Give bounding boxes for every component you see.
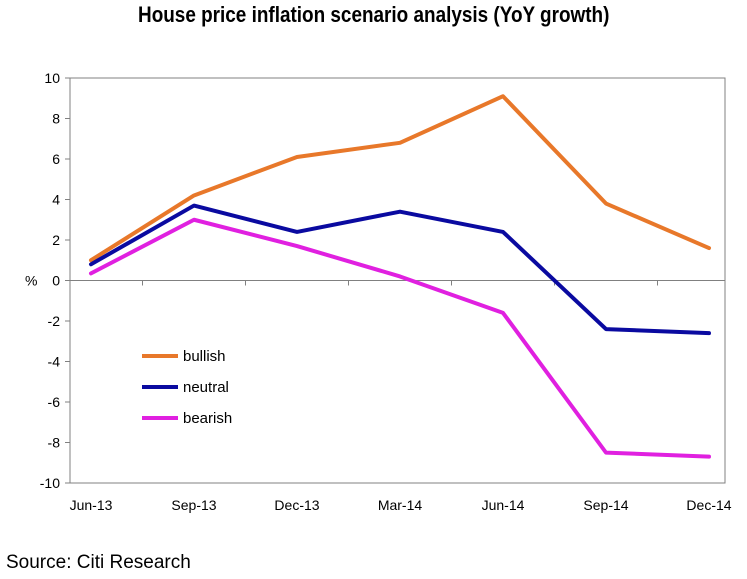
series-line-neutral bbox=[89, 203, 711, 336]
y-tick-label: 4 bbox=[52, 192, 60, 208]
series-layer bbox=[89, 94, 711, 459]
y-tick-label: -10 bbox=[40, 475, 60, 491]
chart-axes: 10 8 6 4 2 0 -2 -4 -6 -8 -10% Jun-13 Sep-13 Dec-13 Mar… bbox=[25, 70, 732, 513]
series-line-bullish bbox=[89, 94, 711, 263]
source-note: Source: Citi Research bbox=[6, 552, 191, 573]
y-tick-label: -8 bbox=[48, 435, 61, 451]
legend-label-bullish: bullish bbox=[183, 348, 226, 365]
x-tick-label: Dec-13 bbox=[274, 497, 319, 513]
x-tick-label: Dec-14 bbox=[686, 497, 731, 513]
y-tick-label: -6 bbox=[48, 394, 61, 410]
y-tick-label: 10 bbox=[44, 70, 60, 86]
y-tick-label: 6 bbox=[52, 151, 60, 167]
y-tick-label: -4 bbox=[48, 354, 61, 370]
series-line-bearish bbox=[89, 217, 711, 459]
y-tick-label: 2 bbox=[52, 232, 60, 248]
x-tick-label: Jun-13 bbox=[70, 497, 113, 513]
y-axis-label: % bbox=[25, 273, 37, 289]
chart-title: House price inflation scenario analysis … bbox=[138, 2, 610, 27]
y-tick-label: 8 bbox=[52, 111, 60, 127]
x-tick-label: Jun-14 bbox=[482, 497, 525, 513]
x-tick-label: Sep-14 bbox=[583, 497, 628, 513]
legend-label-bearish: bearish bbox=[183, 410, 232, 427]
x-tick-label: Sep-13 bbox=[171, 497, 216, 513]
y-tick-label: 0 bbox=[52, 273, 60, 289]
legend-label-neutral: neutral bbox=[183, 379, 229, 396]
x-tick-label: Mar-14 bbox=[378, 497, 423, 513]
y-tick-label: -2 bbox=[48, 313, 61, 329]
chart-legend: bullish neutral bearish bbox=[142, 348, 232, 427]
